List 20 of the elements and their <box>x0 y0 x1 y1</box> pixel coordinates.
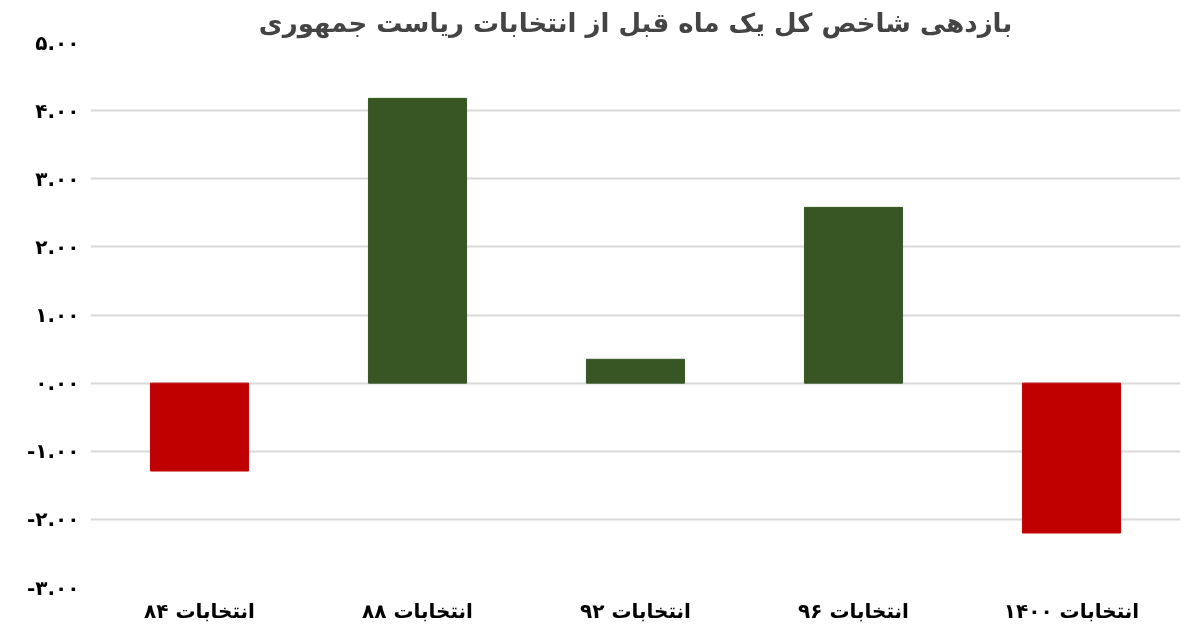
y-tick-label: ۵.۰۰ <box>35 30 80 55</box>
x-tick-label: انتخابات ۱۴۰۰ <box>1003 598 1140 623</box>
y-tick-label: -۲.۰۰ <box>26 507 80 532</box>
x-tick-label: انتخابات ۹۶ <box>798 598 909 623</box>
bar <box>149 382 250 472</box>
y-tick-label: ۲.۰۰ <box>35 234 80 259</box>
chart-title: بازدهی شاخص کل یک ماه قبل از انتخابات ریاست جمهوری <box>258 7 1013 39</box>
y-tick-label: ۱.۰۰ <box>35 303 80 327</box>
y-tick-label: ۳.۰۰ <box>35 166 80 191</box>
x-tick-label: انتخابات ۸۴ <box>144 598 255 623</box>
bar <box>585 358 686 384</box>
y-tick-label: -۳.۰۰ <box>26 575 80 600</box>
y-tick-label: ۰.۰۰ <box>35 371 80 396</box>
bar <box>1021 382 1122 534</box>
x-tick-label: انتخابات ۸۸ <box>362 598 473 623</box>
bar <box>803 206 904 384</box>
bar <box>367 97 468 384</box>
x-tick-label: انتخابات ۹۲ <box>580 598 691 623</box>
y-tick-label: ۴.۰۰ <box>35 98 80 123</box>
y-tick-label: -۱.۰۰ <box>26 439 80 464</box>
